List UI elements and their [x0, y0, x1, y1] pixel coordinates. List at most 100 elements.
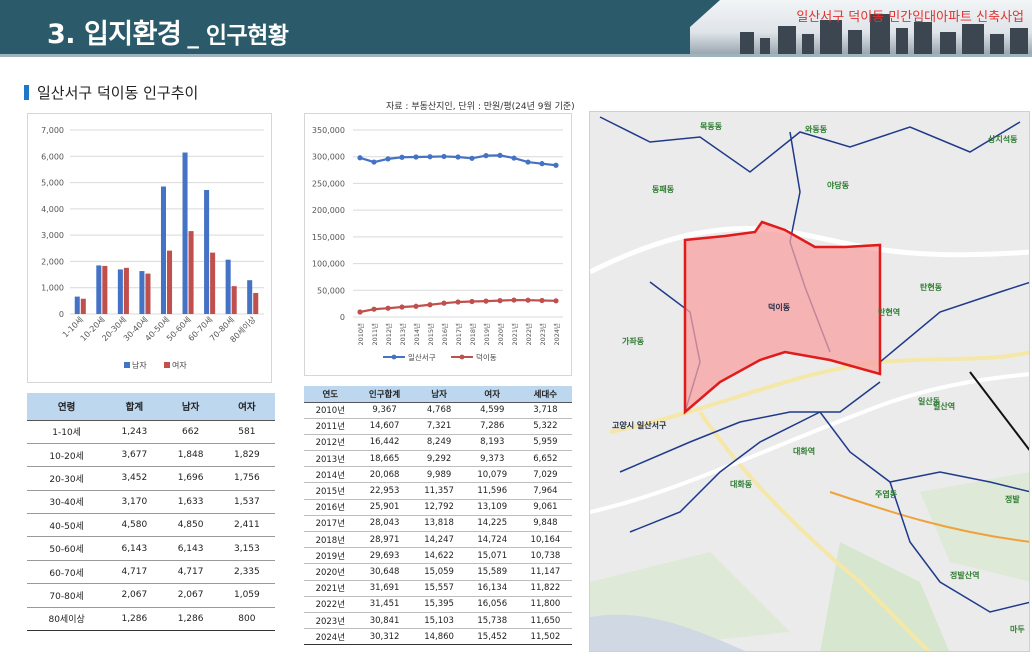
data-point	[427, 302, 433, 308]
data-point	[427, 154, 433, 160]
map-label-jeongbal: 정발	[1005, 494, 1020, 504]
y-tick-label: 200,000	[312, 206, 345, 215]
x-tick-label: 2022년	[524, 323, 533, 346]
year-table-cell: 11,147	[518, 563, 572, 581]
year-table-cell: 15,103	[412, 612, 466, 630]
data-point	[469, 155, 475, 161]
year-table-cell: 2016년	[304, 499, 357, 516]
age-table-cell: 4,580	[106, 513, 163, 538]
legend-label: 덕이동	[476, 352, 497, 362]
age-gender-bar-chart: 0 1,000 2,000 3,000 4,000 5,000 6,000 7,000 1-10…	[27, 113, 272, 383]
map-park-area	[820, 542, 950, 651]
age-table-cell: 1,829	[218, 443, 275, 468]
year-table-cell: 3,718	[518, 402, 572, 419]
table-row: 2022년 31,451 15,395 16,056 11,800	[304, 596, 572, 613]
population-trend-line-chart-svg: 0 50,000 100,000 150,000 200,000 250,000 300,0…	[312, 126, 563, 362]
location-map[interactable]: 목동동 와동동 상지석동 동패동 야당동 덕이동 탄현동 탄현역 가좌동 고양시…	[589, 111, 1030, 652]
year-table-cell: 15,395	[412, 596, 466, 613]
year-table-cell: 2014년	[304, 466, 357, 484]
section-title-text: 일산서구 덕이동 인구추이	[37, 84, 199, 102]
x-tick-label: 2010년	[356, 323, 365, 346]
table-row: 2013년 18,665 9,292 9,373 6,652	[304, 450, 572, 468]
table-row: 2010년 9,367 4,768 4,599 3,718	[304, 402, 572, 419]
data-point	[371, 159, 377, 165]
age-table-cell: 3,677	[106, 443, 163, 468]
y-tick-label: 100,000	[312, 260, 345, 269]
year-table-cell: 9,367	[356, 402, 413, 419]
year-table-cell: 15,059	[412, 563, 466, 581]
data-point	[553, 162, 559, 168]
page-title: 3. 입지환경 _ 인구현황	[47, 12, 289, 51]
bar	[204, 190, 210, 314]
data-point	[497, 152, 503, 158]
data-point	[399, 154, 405, 160]
table-row: 2017년 28,043 13,818 14,225 9,848	[304, 515, 572, 533]
table-row: 2023년 30,841 15,103 15,738 11,650	[304, 612, 572, 630]
year-table-cell: 2013년	[304, 450, 357, 468]
project-name: 일산서구 덕이동 민간임대아파트 신축사업	[796, 10, 1024, 25]
data-point	[441, 300, 447, 306]
year-table-cell: 18,665	[356, 450, 413, 468]
bar	[145, 273, 151, 314]
age-table-cell: 2,067	[106, 583, 163, 608]
deogi-dong-highlight[interactable]	[683, 220, 882, 415]
table-row: 60-70세 4,717 4,717 2,335	[27, 560, 275, 585]
bar	[182, 152, 188, 314]
year-table-cell: 4,599	[465, 402, 519, 419]
year-table-cell: 28,043	[356, 515, 413, 533]
year-table-header-row: 연도 인구합계 남자 여자 세대수	[304, 386, 572, 403]
map-label-juyeop: 주엽동	[875, 489, 898, 499]
year-table-cell: 9,373	[465, 450, 519, 468]
year-table-cell: 9,061	[518, 499, 572, 516]
year-table-cell: 8,193	[465, 434, 519, 452]
year-table-cell: 13,109	[465, 499, 519, 516]
age-table-cell: 4,717	[162, 560, 219, 585]
x-tick-label: 2012년	[384, 323, 393, 346]
year-table-header: 인구합계	[356, 386, 413, 403]
x-tick-label: 2016년	[440, 323, 449, 346]
year-table-cell: 11,357	[412, 482, 466, 500]
table-row: 2014년 20,068 9,989 10,079 7,029	[304, 466, 572, 484]
map-label-deogi: 덕이동	[768, 302, 791, 312]
age-table-cell: 1,286	[106, 607, 163, 632]
map-rail-line	[829, 491, 1029, 543]
x-tick-label: 2024년	[552, 323, 561, 346]
age-table-cell: 800	[218, 607, 275, 632]
age-table-cell: 1,633	[162, 490, 219, 515]
map-boundary	[889, 471, 1029, 493]
year-table-cell: 22,953	[356, 482, 413, 500]
age-table-cell: 6,143	[106, 536, 163, 561]
data-point	[357, 309, 363, 315]
table-row: 20-30세 3,452 1,696 1,756	[27, 466, 275, 491]
year-table-cell: 20,068	[356, 466, 413, 484]
age-table-cell: 3,452	[106, 466, 163, 491]
y-tick-label: 0	[59, 310, 64, 319]
y-tick-label: 4,000	[41, 205, 64, 214]
age-table-cell: 80세이상	[27, 607, 107, 632]
y-tick-label: 1,000	[41, 284, 64, 293]
age-table-cell: 1,243	[106, 420, 163, 444]
year-table-cell: 7,964	[518, 482, 572, 500]
age-table-cell: 1-10세	[27, 420, 107, 444]
age-table-cell: 1,756	[218, 466, 275, 491]
table-row: 2012년 16,442 8,249 8,193 5,959	[304, 434, 572, 452]
year-table-cell: 5,322	[518, 418, 572, 435]
data-point	[483, 153, 489, 159]
population-trend-line-chart: 0 50,000 100,000 150,000 200,000 250,000 300,0…	[304, 113, 572, 376]
age-table-cell: 4,717	[106, 560, 163, 585]
year-table-cell: 12,792	[412, 499, 466, 516]
age-table-cell: 10-20세	[27, 443, 107, 468]
legend-label: 남자	[132, 361, 147, 370]
header-underline	[0, 54, 1032, 57]
year-table-cell: 2017년	[304, 515, 357, 533]
data-point	[455, 154, 461, 160]
table-row: 2021년 31,691 15,557 16,134 11,822	[304, 580, 572, 597]
location-map-svg: 목동동 와동동 상지석동 동패동 야당동 덕이동 탄현동 탄현역 가좌동 고양시…	[590, 112, 1029, 651]
map-boundary	[619, 381, 881, 473]
year-table-cell: 25,901	[356, 499, 413, 516]
table-row: 1-10세 1,243 662 581	[27, 420, 275, 444]
age-table-cell: 40-50세	[27, 513, 107, 538]
year-table-cell: 15,071	[465, 547, 519, 565]
bar	[188, 231, 194, 314]
table-row: 70-80세 2,067 2,067 1,059	[27, 583, 275, 608]
